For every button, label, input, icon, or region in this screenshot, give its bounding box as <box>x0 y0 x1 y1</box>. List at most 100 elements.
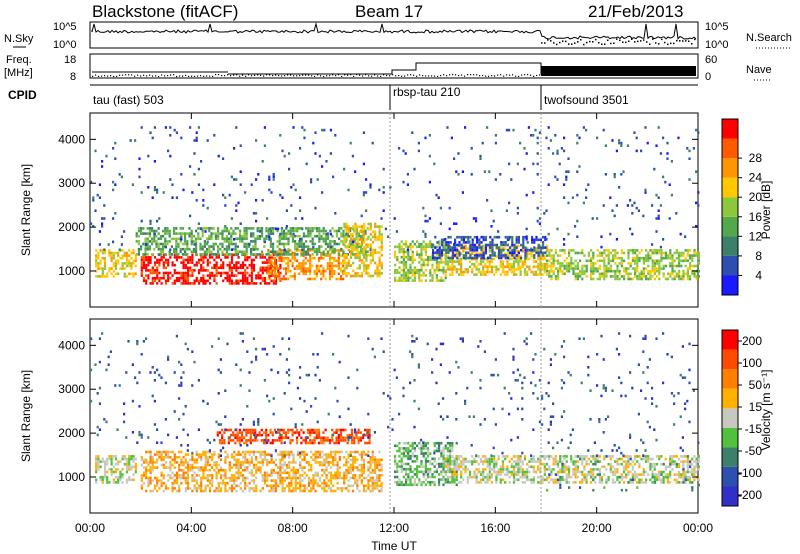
heatmap-cell <box>281 196 284 199</box>
heatmap-cell <box>618 277 621 281</box>
heatmap-cell <box>276 245 279 248</box>
heatmap-cell <box>671 277 674 281</box>
heatmap-cell <box>537 249 540 253</box>
heatmap-cell <box>695 128 698 132</box>
heatmap-cell <box>195 237 198 241</box>
nave-point <box>413 74 415 76</box>
heatmap-cell <box>473 248 476 252</box>
heatmap-cell <box>103 256 107 260</box>
heatmap-cell <box>272 175 275 179</box>
heatmap-cell <box>367 274 370 278</box>
heatmap-cell <box>251 428 255 432</box>
heatmap-cell <box>164 261 168 264</box>
heatmap-cell <box>640 272 643 276</box>
heatmap-cell <box>147 263 150 267</box>
heatmap-cell <box>312 458 315 462</box>
heatmap-cell <box>309 259 312 263</box>
heatmap-cell <box>394 454 397 458</box>
heatmap-cell <box>328 256 332 260</box>
heatmap-cell <box>123 262 126 265</box>
heatmap-cell <box>590 259 593 263</box>
heatmap-cell <box>302 269 305 273</box>
nsearch-point <box>589 40 591 43</box>
heatmap-cell <box>251 439 255 442</box>
heatmap-cell <box>160 256 163 259</box>
heatmap-cell <box>638 251 641 255</box>
heatmap-cell <box>156 266 159 270</box>
heatmap-cell <box>313 441 316 445</box>
heatmap-cell <box>373 468 377 472</box>
heatmap-cell <box>225 253 228 256</box>
heatmap-cell <box>119 475 122 479</box>
heatmap-cell <box>522 246 525 249</box>
heatmap-cell <box>157 232 160 235</box>
heatmap-cell <box>146 245 149 248</box>
heatmap-cell <box>411 253 414 256</box>
heatmap-cell <box>517 241 520 244</box>
heatmap-cell <box>278 275 281 278</box>
nave-point <box>398 75 400 77</box>
heatmap-cell <box>186 481 190 485</box>
heatmap-cell <box>241 468 245 472</box>
heatmap-cell <box>134 139 137 142</box>
heatmap-cell <box>358 264 361 267</box>
heatmap-cell <box>287 229 290 233</box>
heatmap-cell <box>343 238 346 241</box>
heatmap-cell <box>244 258 247 262</box>
heatmap-cell <box>491 243 494 247</box>
heatmap-cell <box>283 463 286 467</box>
nave-point <box>500 74 502 76</box>
heatmap-cell <box>255 458 258 462</box>
heatmap-cell <box>244 282 247 285</box>
nave-point <box>533 75 535 77</box>
heatmap-cell <box>345 232 348 236</box>
heatmap-cell <box>134 259 137 263</box>
heatmap-cell <box>223 227 226 230</box>
heatmap-cell <box>462 244 465 248</box>
heatmap-cell <box>292 455 295 459</box>
heatmap-cell <box>320 245 323 248</box>
heatmap-cell <box>455 170 458 173</box>
heatmap-cell <box>282 256 285 260</box>
heatmap-cell <box>99 267 102 270</box>
heatmap-cell <box>90 222 93 225</box>
heatmap-cell <box>235 458 238 462</box>
heatmap-cell <box>515 244 518 248</box>
heatmap-cell <box>304 269 307 273</box>
heatmap-cell <box>288 476 291 480</box>
heatmap-cell <box>513 256 516 260</box>
nave-point <box>293 75 295 77</box>
heatmap-cell <box>565 170 568 173</box>
heatmap-cell <box>561 272 564 276</box>
heatmap-cell <box>568 249 571 252</box>
heatmap-cell <box>351 253 354 256</box>
heatmap-cell <box>362 229 365 233</box>
heatmap-cell <box>453 243 456 246</box>
heatmap-cell <box>145 489 148 493</box>
heatmap-cell <box>238 431 241 434</box>
heatmap-cell <box>374 222 377 226</box>
heatmap-cell <box>311 264 314 268</box>
heatmap-cell <box>250 468 253 472</box>
heatmap-cell <box>464 244 467 248</box>
heatmap-cell <box>290 453 293 456</box>
heatmap-cell <box>238 436 241 440</box>
heatmap-cell <box>502 243 505 247</box>
heatmap-cell <box>292 232 295 236</box>
heatmap-cell <box>200 458 203 462</box>
heatmap-cell <box>405 478 408 481</box>
heatmap-cell <box>451 262 454 266</box>
heatmap-cell <box>178 455 181 459</box>
heatmap-cell <box>287 277 290 281</box>
heatmap-cell <box>171 458 174 462</box>
heatmap-cell <box>309 227 312 230</box>
heatmap-cell <box>193 471 196 475</box>
heatmap-cell <box>331 267 334 270</box>
heatmap-cell <box>151 269 154 272</box>
heatmap-cell <box>128 455 131 458</box>
heatmap-cell <box>206 476 209 480</box>
heatmap-cell <box>309 277 312 281</box>
heatmap-cell <box>303 458 306 462</box>
heatmap-cell <box>526 255 529 258</box>
heatmap-cell <box>645 259 648 263</box>
